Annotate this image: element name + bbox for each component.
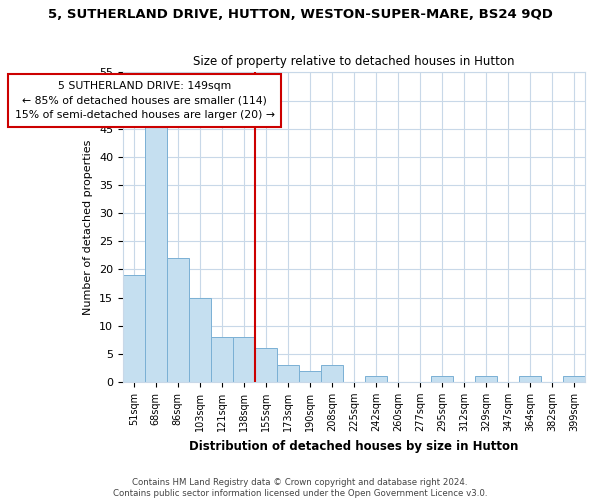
Bar [145, 123, 167, 382]
Bar [299, 370, 321, 382]
Bar [189, 298, 211, 382]
Y-axis label: Number of detached properties: Number of detached properties [83, 140, 94, 315]
Bar [365, 376, 387, 382]
Bar [519, 376, 541, 382]
Text: 5, SUTHERLAND DRIVE, HUTTON, WESTON-SUPER-MARE, BS24 9QD: 5, SUTHERLAND DRIVE, HUTTON, WESTON-SUPE… [47, 8, 553, 20]
Bar [123, 275, 145, 382]
Bar [233, 337, 255, 382]
Bar [255, 348, 277, 382]
Bar [431, 376, 453, 382]
Bar [321, 365, 343, 382]
X-axis label: Distribution of detached houses by size in Hutton: Distribution of detached houses by size … [189, 440, 518, 452]
Bar [277, 365, 299, 382]
Title: Size of property relative to detached houses in Hutton: Size of property relative to detached ho… [193, 56, 515, 68]
Text: Contains HM Land Registry data © Crown copyright and database right 2024.
Contai: Contains HM Land Registry data © Crown c… [113, 478, 487, 498]
Bar [167, 258, 189, 382]
Text: 5 SUTHERLAND DRIVE: 149sqm
← 85% of detached houses are smaller (114)
15% of sem: 5 SUTHERLAND DRIVE: 149sqm ← 85% of deta… [15, 81, 275, 120]
Bar [475, 376, 497, 382]
Bar [211, 337, 233, 382]
Bar [563, 376, 585, 382]
